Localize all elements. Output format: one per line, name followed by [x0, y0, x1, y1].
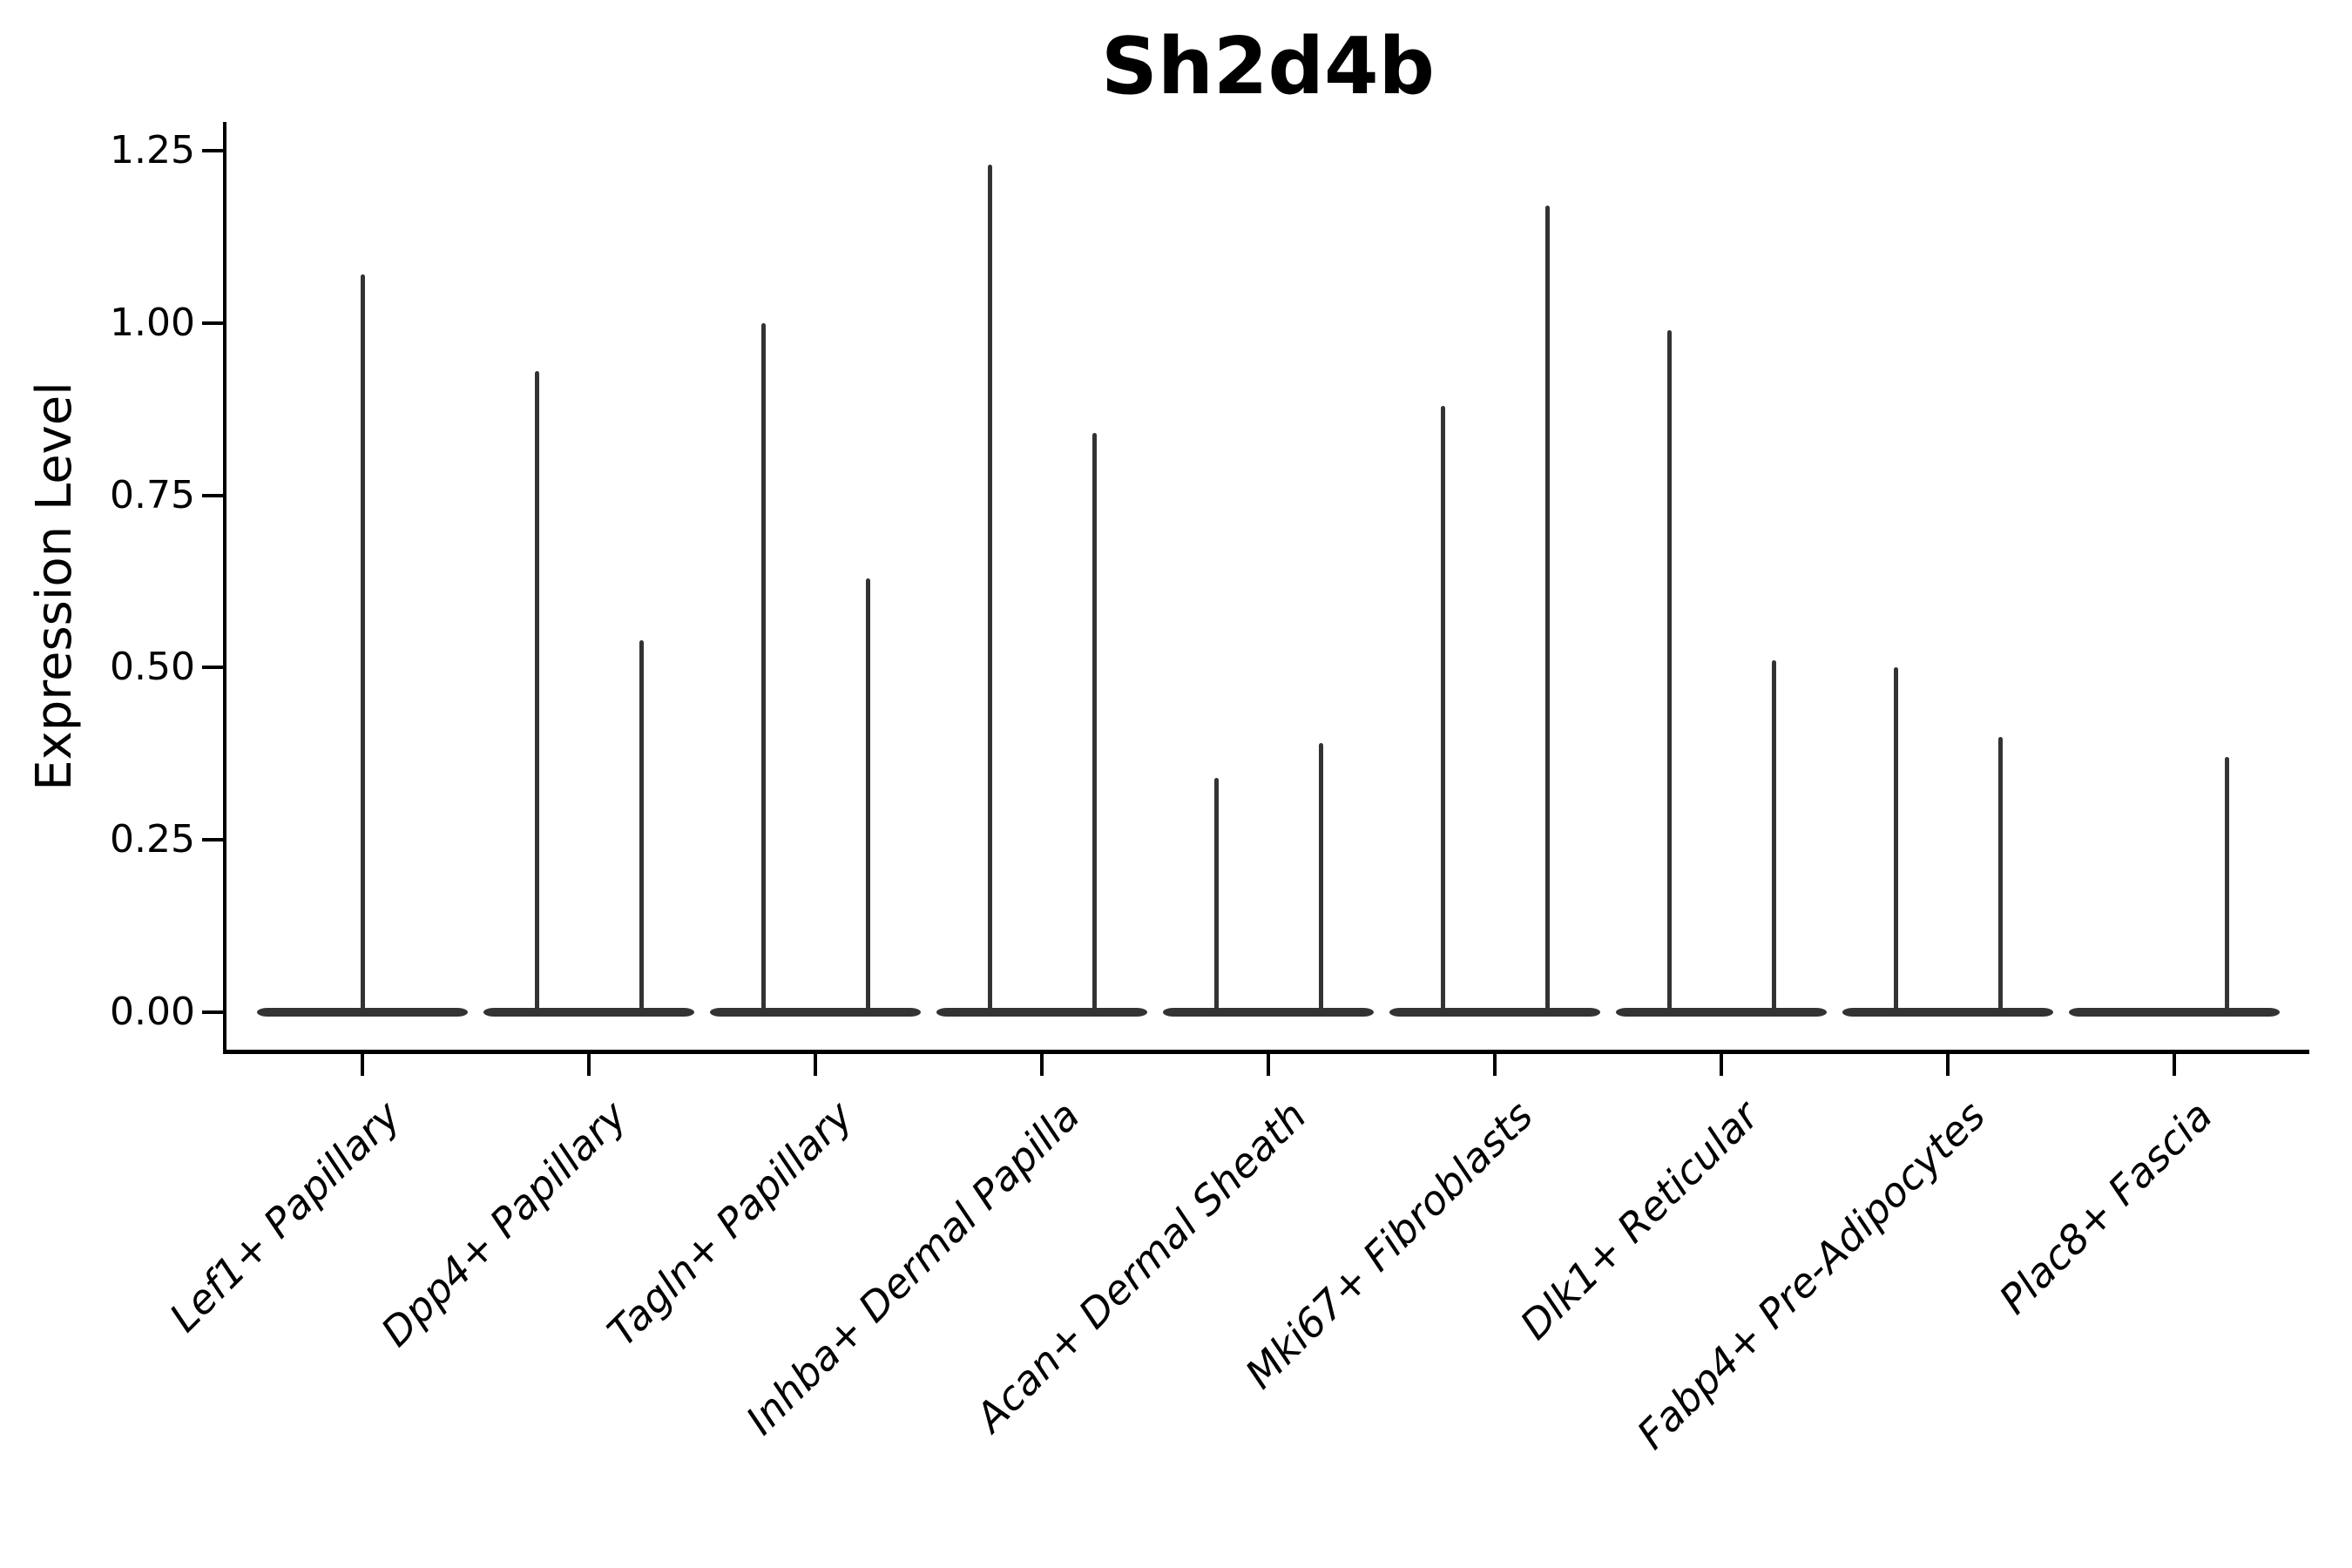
- violin-spike: [1771, 660, 1776, 1012]
- violin-spike: [1893, 667, 1898, 1012]
- violin-base: [257, 1008, 468, 1017]
- x-tick-mark: [361, 1053, 364, 1076]
- x-tick-mark: [1720, 1053, 1723, 1076]
- y-tick-label: 1.25: [110, 128, 195, 172]
- y-axis-label: Expression Level: [26, 382, 83, 791]
- x-tick-mark: [814, 1053, 817, 1076]
- violin-spike: [760, 322, 766, 1012]
- y-tick-label: 0.75: [110, 472, 195, 517]
- y-tick-mark: [202, 666, 225, 670]
- x-tick-label: Dlk1+ Reticular: [1511, 1092, 1768, 1349]
- x-tick-mark: [587, 1053, 591, 1076]
- x-tick-mark: [1946, 1053, 1950, 1076]
- x-tick-label: Lef1+ Papillary: [159, 1092, 409, 1342]
- violin-base: [1616, 1008, 1827, 1017]
- violin-spike: [1440, 405, 1445, 1012]
- y-tick-mark: [202, 493, 225, 497]
- x-tick-label: Plac8+ Fascia: [1990, 1092, 2221, 1323]
- plot-title: Sh2d4b: [1101, 21, 1435, 112]
- violin-spike: [987, 164, 992, 1012]
- violin-spike: [2224, 757, 2229, 1012]
- violin-spike: [639, 639, 644, 1012]
- violin-spike: [360, 274, 365, 1012]
- x-tick-mark: [2173, 1053, 2176, 1076]
- x-tick-mark: [1267, 1053, 1270, 1076]
- x-tick-mark: [1493, 1053, 1497, 1076]
- violin-spike: [1666, 329, 1672, 1012]
- violin-spike: [1997, 736, 2003, 1012]
- x-tick-label: Tagln+ Papillary: [598, 1092, 862, 1355]
- violin-spike: [534, 371, 539, 1012]
- violin-base: [1163, 1008, 1374, 1017]
- violin-base: [483, 1008, 694, 1017]
- left-spine: [223, 122, 226, 1054]
- y-tick-mark: [202, 321, 225, 325]
- y-tick-label: 0.50: [110, 645, 195, 690]
- violin-spike: [1213, 777, 1219, 1012]
- y-tick-mark: [202, 1010, 225, 1014]
- violin-base: [1389, 1008, 1600, 1017]
- violin-spike: [1318, 743, 1323, 1012]
- bottom-spine: [223, 1050, 2309, 1054]
- y-tick-label: 1.00: [110, 300, 195, 345]
- y-tick-mark: [202, 838, 225, 842]
- x-tick-mark: [1040, 1053, 1044, 1076]
- x-tick-label: Dpp4+ Papillary: [371, 1092, 636, 1356]
- y-tick-label: 0.25: [110, 817, 195, 862]
- violin-base: [710, 1008, 921, 1017]
- violin-base: [936, 1008, 1147, 1017]
- y-tick-label: 0.00: [110, 990, 195, 1034]
- violin-base: [2069, 1008, 2280, 1017]
- violin-spike: [1544, 206, 1550, 1012]
- y-tick-mark: [202, 149, 225, 152]
- violin-base: [1842, 1008, 2053, 1017]
- violin-spike: [865, 578, 870, 1012]
- violin-spike: [1092, 433, 1097, 1012]
